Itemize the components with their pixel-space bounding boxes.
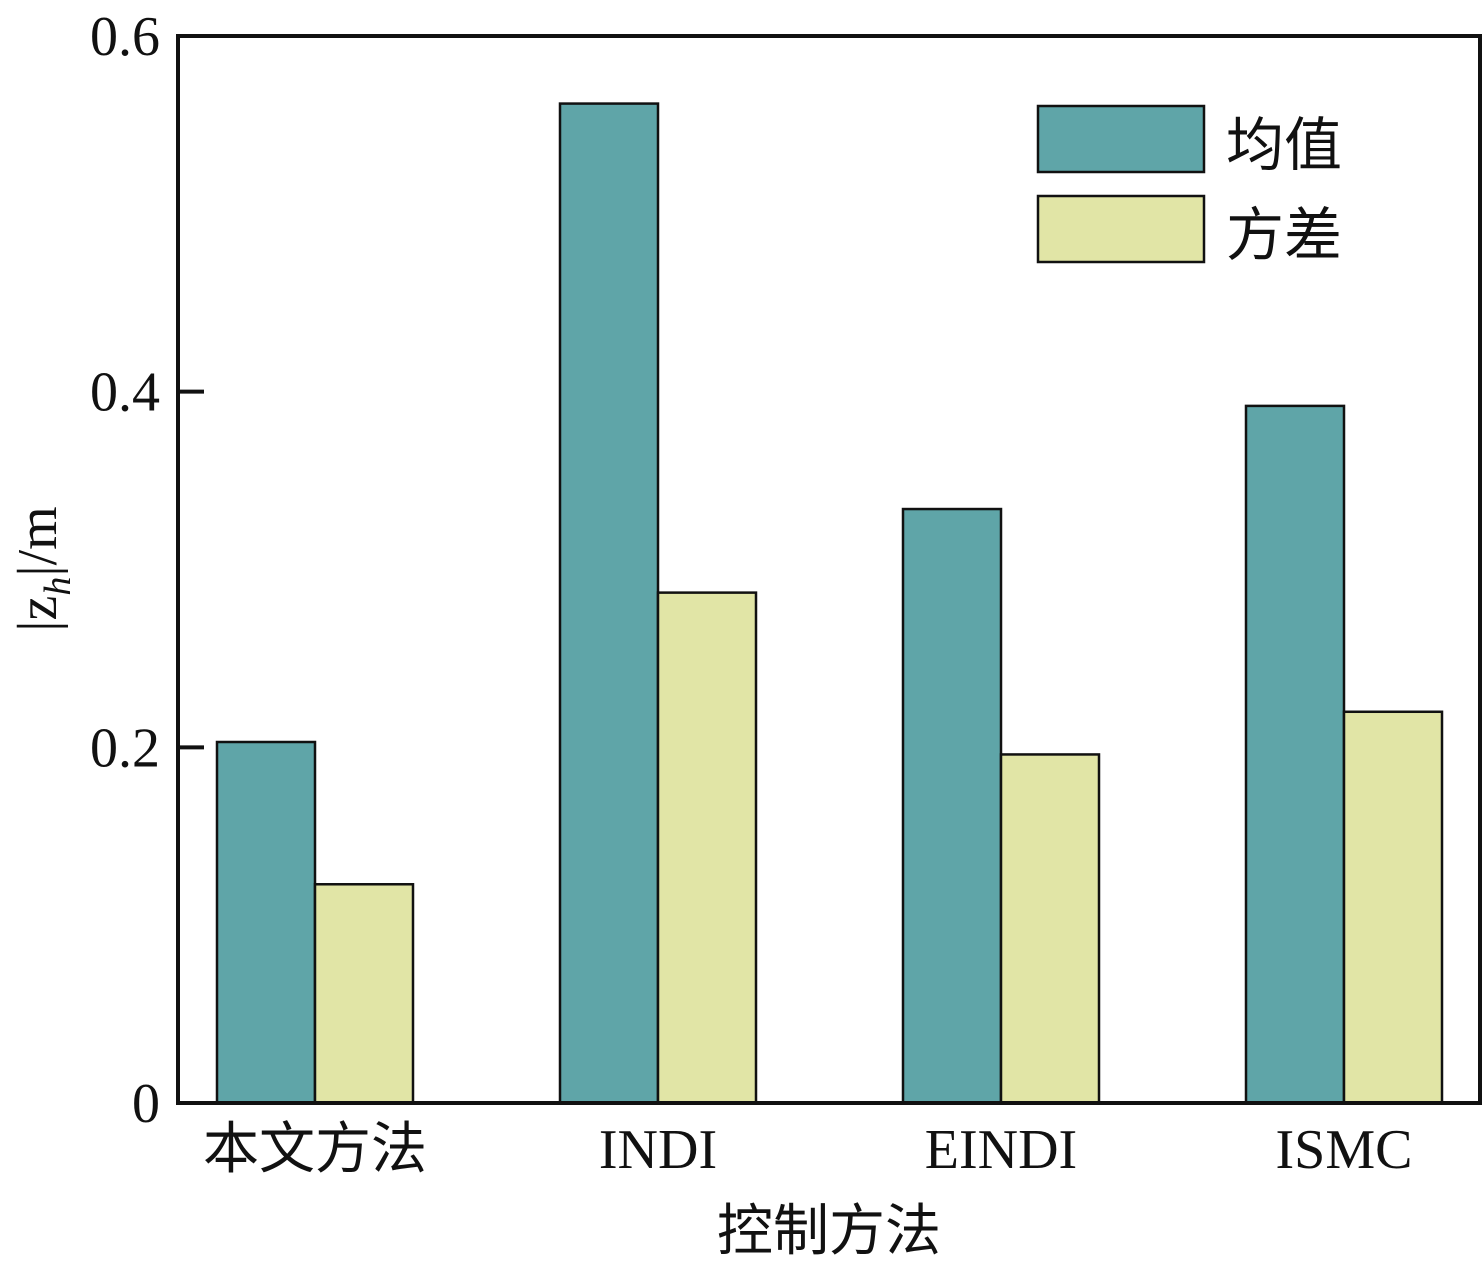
y-axis-title-subscript: h xyxy=(37,577,79,596)
legend: 均值 方差 xyxy=(1036,104,1342,268)
x-tick-label-1: INDI xyxy=(599,1119,717,1181)
plot-frame xyxy=(176,34,1482,1105)
y-axis-title: |zh|/m xyxy=(7,506,79,631)
bar-variance-3 xyxy=(1342,710,1444,1105)
y-axis-title-close: |/m xyxy=(7,506,69,576)
y-tick-label-1: 0.2 xyxy=(90,717,160,779)
bar-variance-0 xyxy=(313,883,415,1105)
bar-variance-1 xyxy=(656,591,758,1105)
x-axis-title: 控制方法 xyxy=(717,1201,941,1263)
x-tick-label-0: 本文方法 xyxy=(203,1119,427,1181)
legend-label-mean: 均值 xyxy=(1226,113,1342,178)
y-axis-title-open: |z xyxy=(7,596,69,632)
y-tick-label-2: 0.4 xyxy=(90,362,160,424)
y-tick-label-3: 0.6 xyxy=(90,6,160,68)
y-axis-ticks: 0 0.2 0.4 0.6 xyxy=(90,6,204,1135)
bar-mean-1 xyxy=(558,102,660,1105)
bar-mean-0 xyxy=(215,740,317,1105)
x-tick-label-3: ISMC xyxy=(1276,1119,1413,1181)
bar-mean-3 xyxy=(1244,404,1346,1105)
bar-mean-2 xyxy=(901,507,1003,1105)
x-axis-tick-labels: 本文方法 INDI EINDI ISMC xyxy=(203,1119,1412,1181)
x-tick-label-2: EINDI xyxy=(925,1119,1077,1181)
legend-swatch-variance xyxy=(1036,194,1206,264)
legend-swatch-mean xyxy=(1036,104,1206,174)
y-tick-label-0: 0 xyxy=(132,1073,160,1135)
legend-label-variance: 方差 xyxy=(1226,203,1342,268)
bar-variance-2 xyxy=(999,753,1101,1105)
bars-group xyxy=(215,102,1444,1105)
